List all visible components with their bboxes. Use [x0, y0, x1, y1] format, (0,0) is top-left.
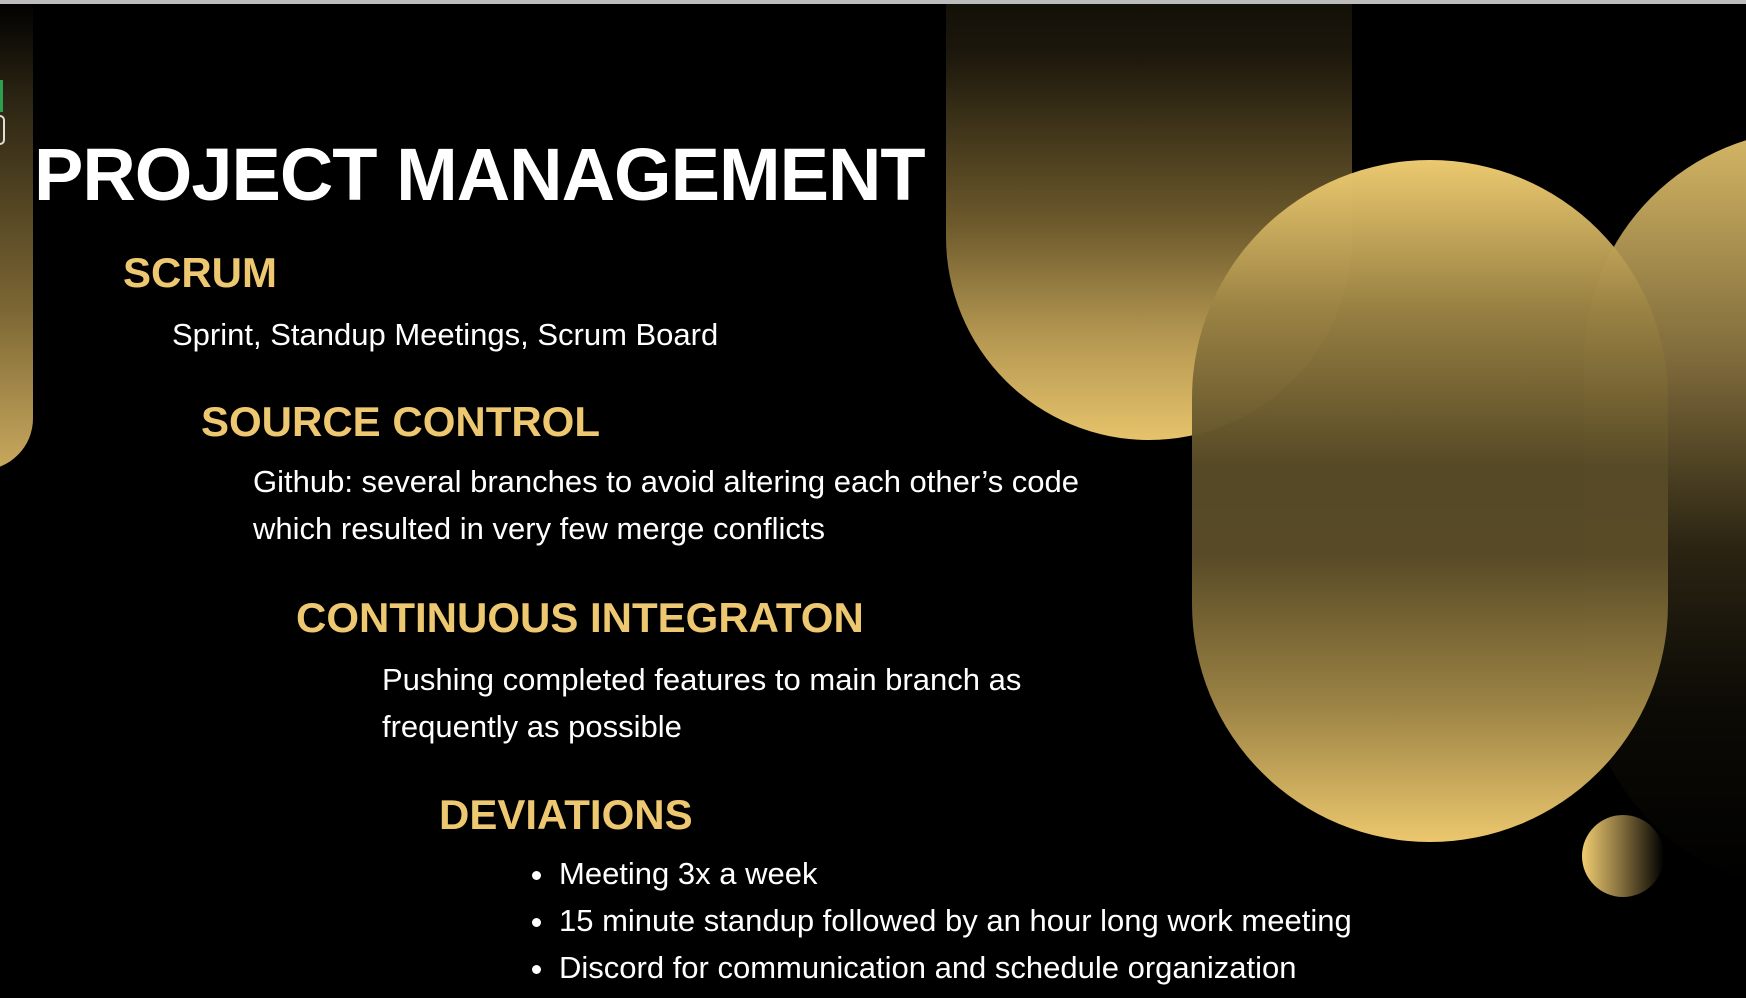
heading-deviations: DEVIATIONS	[439, 791, 693, 838]
list-item: Meeting 3x a week	[557, 850, 1352, 897]
heading-source-control: SOURCE CONTROL	[201, 398, 600, 445]
deviations-list: Meeting 3x a week 15 minute standup foll…	[532, 850, 1352, 991]
text-line: Pushing completed features to main branc…	[382, 662, 1022, 697]
source-control-description: Github: several branches to avoid alteri…	[253, 458, 1079, 552]
decorative-gold-circle	[1582, 815, 1664, 897]
edge-bracket	[0, 115, 5, 145]
heading-continuous-integration: CONTINUOUS INTEGRATON	[296, 594, 864, 641]
text-line: frequently as possible	[382, 709, 682, 744]
window-top-border	[0, 0, 1746, 4]
heading-scrum: SCRUM	[123, 249, 277, 296]
slide-title: PROJECT MANAGEMENT	[34, 133, 926, 216]
list-item: 15 minute standup followed by an hour lo…	[557, 897, 1352, 944]
edge-marker	[0, 80, 3, 112]
decorative-gold-pill-left	[0, 0, 33, 470]
decorative-gold-pill-large	[1192, 160, 1668, 842]
text-line: Github: several branches to avoid alteri…	[253, 464, 1080, 499]
continuous-integration-description: Pushing completed features to main branc…	[382, 656, 1021, 750]
text-line: Sprint, Standup Meetings, Scrum Board	[172, 317, 719, 352]
text-line: which resulted in very few merge conflic…	[253, 511, 826, 546]
list-item: Discord for communication and schedule o…	[557, 944, 1352, 991]
scrum-description: Sprint, Standup Meetings, Scrum Board	[172, 311, 718, 358]
